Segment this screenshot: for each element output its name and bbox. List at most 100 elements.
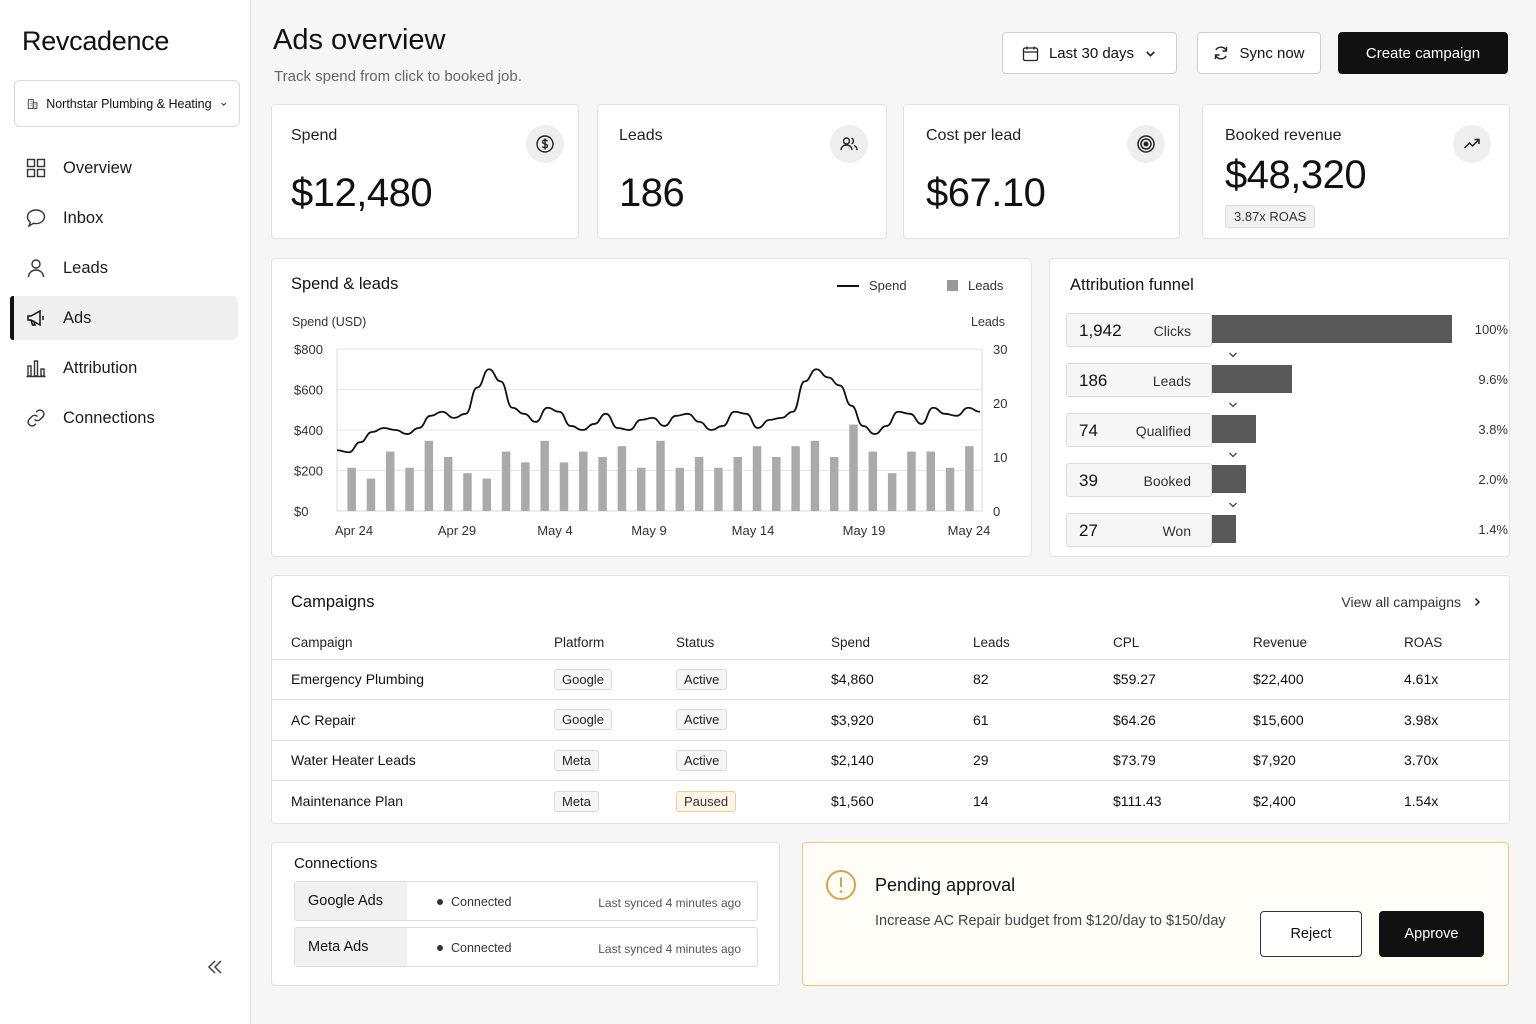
platform-badge: Meta — [554, 749, 599, 771]
funnel-stage-pill: 1,942 Clicks — [1066, 313, 1212, 347]
alert-circle-icon — [826, 870, 856, 900]
page-title: Ads overview — [273, 24, 446, 56]
pending-approval-card: Pending approval Increase AC Repair budg… — [802, 842, 1509, 986]
leads-bar — [617, 446, 627, 511]
collapse-sidebar-icon[interactable] — [203, 955, 227, 979]
y-right-tick-label: 0 — [993, 504, 1000, 519]
chevron-down-icon — [1229, 502, 1237, 508]
funnel-label: Won — [1162, 523, 1191, 539]
campaigns-table: Campaign Platform Status Spend Leads CPL Reven… — [272, 626, 1509, 821]
kpi-card-cost-per-lead: Cost per lead $67.10 — [903, 104, 1180, 239]
sidebar-item-overview[interactable]: Overview — [10, 146, 238, 190]
y-left-tick-label: $600 — [294, 383, 323, 398]
date-range-label: Last 30 days — [1048, 44, 1135, 62]
platform-badge: Google — [554, 668, 612, 690]
sidebar-item-inbox[interactable]: Inbox — [10, 196, 238, 240]
create-campaign-button[interactable]: Create campaign — [1338, 32, 1508, 74]
leads-bar — [501, 451, 511, 511]
kpi-card-spend: Spend $12,480 — [271, 104, 579, 239]
leads-bar — [752, 446, 762, 511]
leads-bar — [810, 440, 820, 511]
connection-status-label: Connected — [451, 941, 512, 955]
connection-row[interactable]: Meta Ads Connected Last synced 4 minutes a… — [294, 927, 758, 967]
y-right-tick-label: 10 — [993, 450, 1007, 465]
leads-bar — [714, 467, 723, 511]
legend-item-leads: Leads — [947, 278, 1003, 293]
funnel-stage-pill: 27 Won — [1066, 513, 1212, 547]
dollar-circle-icon — [526, 125, 564, 163]
y-left-tick-label: $800 — [294, 342, 323, 357]
sidebar-item-leads[interactable]: Leads — [10, 246, 238, 290]
y-right-tick-label: 30 — [993, 342, 1007, 357]
column-header-campaign[interactable]: Campaign — [272, 626, 535, 660]
sidebar-item-attribution[interactable]: Attribution — [10, 346, 238, 390]
grid-icon — [26, 158, 46, 178]
leads-bar — [675, 467, 685, 511]
connection-row[interactable]: Google Ads Connected Last synced 4 minutes… — [294, 881, 758, 921]
column-header-roas[interactable]: ROAS — [1385, 626, 1509, 660]
org-selector[interactable]: Northstar Plumbing & Heating — [14, 80, 240, 127]
sidebar: Revcadence Northstar Plumbing & Heating … — [0, 0, 251, 1024]
funnel-stage-pill: 39 Booked — [1066, 463, 1212, 497]
platform-badge: Google — [554, 709, 612, 731]
cell-leads: 82 — [954, 659, 1094, 700]
approve-button[interactable]: Approve — [1379, 911, 1484, 957]
sidebar-item-connections[interactable]: Connections — [10, 396, 238, 440]
column-header-spend[interactable]: Spend — [812, 626, 954, 660]
cell-name: Emergency Plumbing — [272, 659, 535, 700]
funnel-row: 1,942 Clicks 100% — [1066, 313, 1508, 347]
view-all-campaigns-link[interactable]: View all campaigns — [1341, 594, 1483, 610]
column-header-status[interactable]: Status — [657, 626, 812, 660]
x-tick-label: May 4 — [537, 523, 572, 538]
leads-bar — [559, 462, 569, 511]
leads-bar — [945, 467, 955, 511]
chat-bubble-icon — [26, 209, 46, 228]
table-row[interactable]: Water Heater Leads Meta Active $2,140 29 $73.… — [272, 740, 1509, 781]
sidebar-nav: Overview Inbox Leads Ads Attribution Con… — [10, 146, 238, 446]
funnel-bar — [1212, 415, 1256, 443]
chevron-down-icon — [1229, 352, 1237, 358]
column-header-platform[interactable]: Platform — [535, 626, 657, 660]
table-row[interactable]: Maintenance Plan Meta Paused $1,560 14 $111.4… — [272, 781, 1509, 822]
table-row[interactable]: Emergency Plumbing Google Active $4,860 82 $5… — [272, 659, 1509, 700]
date-range-select[interactable]: Last 30 days — [1002, 32, 1177, 74]
roas-badge: 3.87x ROAS — [1225, 205, 1316, 228]
sidebar-item-label: Attribution — [63, 358, 138, 377]
approval-description: Increase AC Repair budget from $120/day … — [875, 913, 1226, 929]
sync-now-button[interactable]: Sync now — [1197, 32, 1321, 74]
refresh-icon — [1215, 46, 1228, 60]
column-header-leads[interactable]: Leads — [954, 626, 1094, 660]
funnel-percent: 3.8% — [1478, 422, 1508, 437]
leads-bar — [926, 451, 935, 511]
leads-bar — [887, 473, 897, 511]
legend-label: Spend — [869, 278, 907, 293]
funnel-count: 186 — [1079, 371, 1108, 390]
spend-leads-chart: $0 $200 $400 $600 $800 0 10 20 30 Apr 24 Apr 29 May… — [294, 342, 1007, 538]
column-header-cpl[interactable]: CPL — [1094, 626, 1234, 660]
status-badge: Active — [676, 749, 728, 771]
reject-button[interactable]: Reject — [1260, 911, 1362, 957]
user-icon — [27, 259, 45, 278]
funnel-bar — [1212, 465, 1247, 493]
legend-bar-swatch — [947, 280, 958, 291]
status-badge: Active — [676, 709, 728, 731]
funnel-count: 1,942 — [1079, 321, 1122, 340]
connections-title: Connections — [294, 855, 378, 872]
connection-status: Connected — [437, 941, 511, 955]
org-name: Northstar Plumbing & Heating — [46, 96, 212, 111]
sidebar-item-label: Ads — [63, 308, 92, 327]
cell-platform: Google — [535, 659, 657, 700]
chevron-down-icon — [1229, 402, 1237, 408]
table-row[interactable]: AC Repair Google Active $3,920 61 $64.26 $15,6… — [272, 699, 1509, 741]
calendar-icon — [1022, 46, 1039, 61]
connection-name: Meta Ads — [295, 928, 407, 966]
x-tick-label: May 14 — [732, 523, 775, 538]
leads-bar — [907, 451, 916, 511]
table-header-row: Campaign Platform Status Spend Leads CPL Reven… — [272, 626, 1509, 660]
leads-bar — [791, 446, 800, 511]
column-header-revenue[interactable]: Revenue — [1234, 626, 1385, 660]
cell-roas: 3.70x — [1385, 740, 1509, 781]
bar-chart-icon — [26, 360, 46, 378]
sidebar-item-ads[interactable]: Ads — [10, 296, 238, 340]
sidebar-item-label: Overview — [63, 158, 132, 177]
